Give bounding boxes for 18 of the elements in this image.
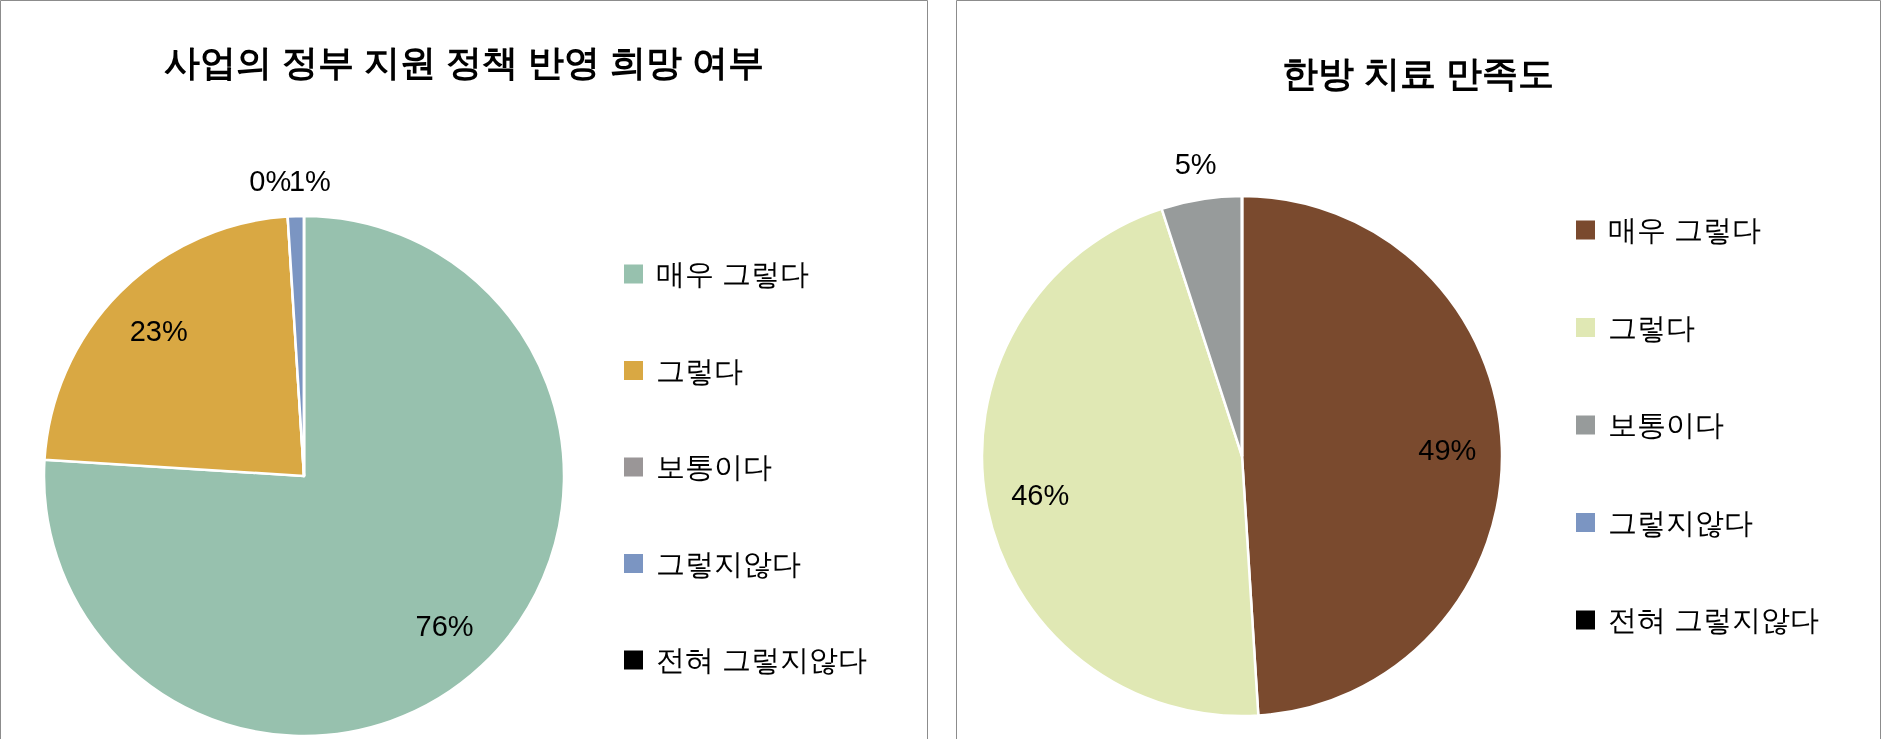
pie-slice <box>43 214 566 737</box>
legend-label: 그렇다 <box>1608 311 1695 344</box>
legend-label: 보통이다 <box>1608 409 1724 442</box>
legend-label: 매우 그렇다 <box>1608 214 1762 247</box>
data-label: 49% <box>1418 433 1477 466</box>
legend-label: 전혀 그렇지않다 <box>656 644 868 677</box>
data-label: 76% <box>415 610 474 643</box>
legend-label: 매우 그렇다 <box>656 258 810 291</box>
data-label: 46% <box>1011 478 1070 511</box>
legend-label: 그렇지않다 <box>656 547 801 580</box>
legend-label: 그렇다 <box>656 354 743 387</box>
data-label: 5% <box>1174 148 1217 181</box>
legend-label: 보통이다 <box>656 451 772 484</box>
legend-label: 그렇지않다 <box>1608 506 1753 539</box>
data-label: 23% <box>129 315 188 348</box>
chart-title: 한방 치료 만족도 <box>1282 53 1555 94</box>
legend-label: 전혀 그렇지않다 <box>1608 604 1820 637</box>
chart-title: 사업의 정부 지원 정책 반영 희망 여부 <box>163 42 765 83</box>
